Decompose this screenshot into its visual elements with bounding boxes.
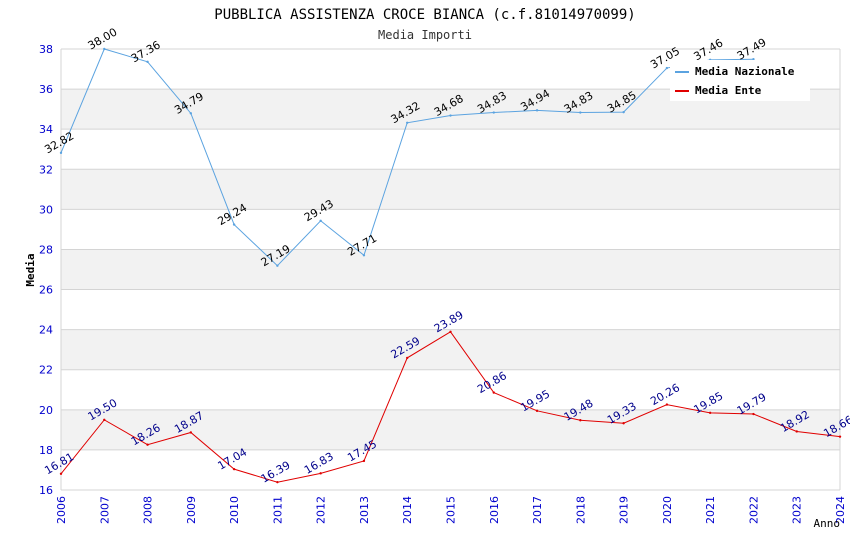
data-point-media-ente: [59, 472, 63, 475]
data-label-media-nazionale: 38.00: [86, 25, 120, 52]
plot-background-bands: [61, 89, 840, 450]
x-tick-label: 2018: [574, 496, 587, 524]
series-line-media-nazionale: [60, 48, 754, 267]
data-point-media-nazionale: [146, 60, 149, 64]
data-point-media-nazionale: [665, 66, 669, 70]
data-point-media-ente: [752, 412, 755, 416]
x-tick-label: 2013: [358, 496, 371, 524]
plot-band: [61, 409, 840, 450]
x-axis-label: Anno: [814, 517, 841, 530]
data-point-media-ente: [665, 403, 669, 406]
data-point-media-nazionale: [406, 121, 409, 124]
data-label-media-ente: 16.83: [302, 450, 336, 477]
data-point-media-ente: [579, 419, 582, 422]
data-point-media-nazionale: [362, 254, 366, 257]
data-point-media-ente: [319, 472, 322, 475]
y-tick-label: 20: [39, 404, 53, 417]
data-point-media-ente: [189, 431, 193, 434]
x-tick-label: 2019: [618, 496, 631, 524]
plot-band: [61, 329, 840, 370]
data-point-media-nazionale: [189, 112, 193, 115]
x-tick-label: 2022: [747, 496, 760, 524]
x-tick-label: 2023: [791, 496, 804, 524]
y-axis-label: Media: [24, 253, 37, 286]
data-point-media-ente: [795, 430, 798, 433]
data-point-media-nazionale: [59, 151, 63, 155]
data-point-media-ente: [406, 356, 409, 360]
y-tick-label: 38: [39, 43, 53, 56]
x-tick-label: 2015: [445, 496, 458, 524]
y-tick-label: 36: [39, 83, 53, 96]
series-lines: [59, 47, 842, 484]
x-tick-label: 2011: [271, 496, 284, 524]
data-point-media-ente: [535, 409, 539, 413]
data-point-media-nazionale: [232, 223, 236, 226]
y-tick-label: 28: [39, 243, 53, 256]
data-point-media-nazionale: [449, 114, 452, 117]
x-tick-label: 2007: [98, 496, 111, 524]
x-tick-label: 2009: [185, 496, 198, 524]
data-point-media-nazionale: [103, 47, 106, 51]
legend: Media Nazionale Media Ente: [670, 60, 810, 101]
x-tick-label: 2024: [834, 496, 847, 524]
data-point-media-ente: [146, 443, 149, 446]
data-point-media-ente: [362, 459, 366, 463]
x-tick-label: 2020: [661, 496, 674, 524]
grid-lines: [60, 48, 841, 491]
legend-box: [670, 60, 810, 101]
y-tick-label: 16: [39, 484, 53, 497]
y-tick-label: 34: [39, 123, 53, 136]
data-point-media-ente: [492, 391, 495, 394]
data-point-media-ente: [232, 467, 236, 471]
data-point-media-ente: [103, 418, 106, 422]
chart-subtitle: Media Importi: [378, 28, 472, 42]
y-tick-label: 24: [39, 324, 53, 337]
data-point-media-nazionale: [319, 219, 322, 222]
x-tick-label: 2012: [315, 496, 328, 524]
plot-band: [61, 249, 840, 290]
data-point-media-nazionale: [579, 111, 582, 114]
x-tick-label: 2017: [531, 496, 544, 524]
y-axis-ticks: 16 18 20 22 24 26 28 30 32 34 36 38: [39, 43, 53, 497]
x-axis-ticks: 2006 2007 2008 2009 2010 2011 2012 2013 2014 2015…: [55, 496, 847, 524]
y-tick-label: 30: [39, 203, 53, 216]
chart-title: PUBBLICA ASSISTENZA CROCE BIANCA (c.f.81…: [214, 7, 635, 23]
x-tick-label: 2021: [704, 496, 717, 524]
x-tick-label: 2016: [488, 496, 501, 524]
x-tick-label: 2014: [401, 496, 414, 524]
data-point-media-nazionale: [622, 110, 625, 114]
legend-label-media-nazionale: Media Nazionale: [695, 65, 795, 78]
y-tick-label: 18: [39, 444, 53, 457]
data-point-media-nazionale: [752, 58, 755, 61]
data-point-media-ente: [708, 411, 712, 415]
y-tick-label: 26: [39, 284, 53, 297]
legend-label-media-ente: Media Ente: [695, 84, 762, 97]
data-label-media-nazionale: 37.49: [735, 36, 769, 63]
y-tick-label: 22: [39, 364, 53, 377]
data-point-media-nazionale: [276, 264, 279, 267]
x-tick-label: 2008: [142, 496, 155, 524]
data-point-media-ente: [449, 330, 452, 334]
data-point-media-nazionale: [535, 109, 539, 112]
data-point-media-ente: [838, 435, 842, 438]
data-point-media-nazionale: [492, 111, 495, 114]
data-label-media-ente: 20.26: [648, 381, 682, 408]
data-point-media-ente: [276, 480, 279, 484]
plot-band: [61, 169, 840, 210]
x-tick-label: 2010: [228, 496, 241, 524]
x-tick-label: 2006: [55, 496, 68, 524]
data-point-media-ente: [622, 422, 625, 425]
y-tick-label: 32: [39, 163, 53, 176]
